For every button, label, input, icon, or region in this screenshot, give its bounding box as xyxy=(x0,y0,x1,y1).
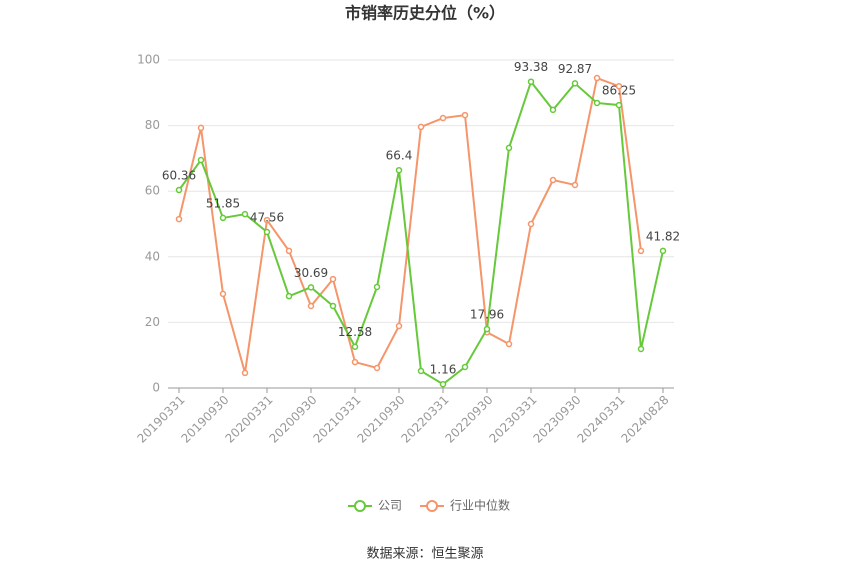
source: 数据来源：恒生聚源 xyxy=(366,547,483,562)
point xyxy=(263,216,271,224)
point xyxy=(197,124,205,132)
point xyxy=(637,247,645,255)
point xyxy=(505,340,513,348)
y-tick-label: 20 xyxy=(145,315,160,329)
point xyxy=(549,176,557,184)
data-label: 86.25 xyxy=(602,84,636,98)
point xyxy=(571,181,579,189)
data-label: 17.96 xyxy=(470,308,504,322)
y-tick-label: 40 xyxy=(145,249,160,263)
point xyxy=(175,215,183,223)
data-label: 12.58 xyxy=(338,325,372,339)
legend-label: 行业中位数 xyxy=(450,498,510,513)
y-tick-label: 0 xyxy=(152,381,160,395)
point xyxy=(659,247,667,255)
point xyxy=(395,166,403,174)
data-label: 51.85 xyxy=(206,196,240,210)
point xyxy=(417,123,425,131)
point xyxy=(307,284,315,291)
point xyxy=(197,156,205,164)
data-label: 41.82 xyxy=(646,229,680,243)
point xyxy=(219,214,227,222)
point xyxy=(219,290,227,298)
point xyxy=(527,220,535,228)
data-label: 66.4 xyxy=(386,149,413,163)
point xyxy=(395,322,403,330)
point xyxy=(307,302,315,310)
point xyxy=(285,247,293,255)
data-label: 47.56 xyxy=(250,211,284,225)
y-tick-label: 80 xyxy=(145,118,160,132)
data-label: 93.38 xyxy=(514,60,548,74)
legend-label: 公司 xyxy=(378,499,402,513)
y-tick-label: 60 xyxy=(145,184,160,198)
point xyxy=(483,325,491,333)
point xyxy=(549,106,557,114)
point xyxy=(593,74,601,82)
point xyxy=(373,283,381,291)
point xyxy=(351,358,359,366)
point xyxy=(285,292,293,300)
point xyxy=(351,343,359,350)
legend-marker xyxy=(426,500,439,512)
data-label: 92.87 xyxy=(558,62,592,76)
point xyxy=(175,186,183,194)
point xyxy=(615,82,623,90)
x-tick-label: 20240828 xyxy=(619,393,672,446)
chart-title: 市销率历史分位（%） xyxy=(345,4,505,23)
point xyxy=(329,302,337,310)
point xyxy=(461,363,469,371)
point xyxy=(637,345,645,353)
point xyxy=(439,380,447,388)
data-label: 30.69 xyxy=(294,266,328,280)
data-label: 60.36 xyxy=(162,169,196,183)
point xyxy=(571,80,579,87)
point xyxy=(439,114,447,122)
point xyxy=(241,369,249,377)
y-tick-label: 100 xyxy=(137,53,160,67)
point xyxy=(593,99,601,107)
point xyxy=(461,111,469,119)
point xyxy=(241,210,249,218)
series-line xyxy=(178,76,642,374)
point xyxy=(373,364,381,372)
point xyxy=(263,228,271,236)
point xyxy=(615,101,623,109)
data-label: 1.16 xyxy=(430,363,457,377)
point xyxy=(329,275,337,283)
point xyxy=(417,367,425,375)
legend-marker xyxy=(354,500,366,512)
point xyxy=(505,144,513,152)
point xyxy=(527,78,535,85)
